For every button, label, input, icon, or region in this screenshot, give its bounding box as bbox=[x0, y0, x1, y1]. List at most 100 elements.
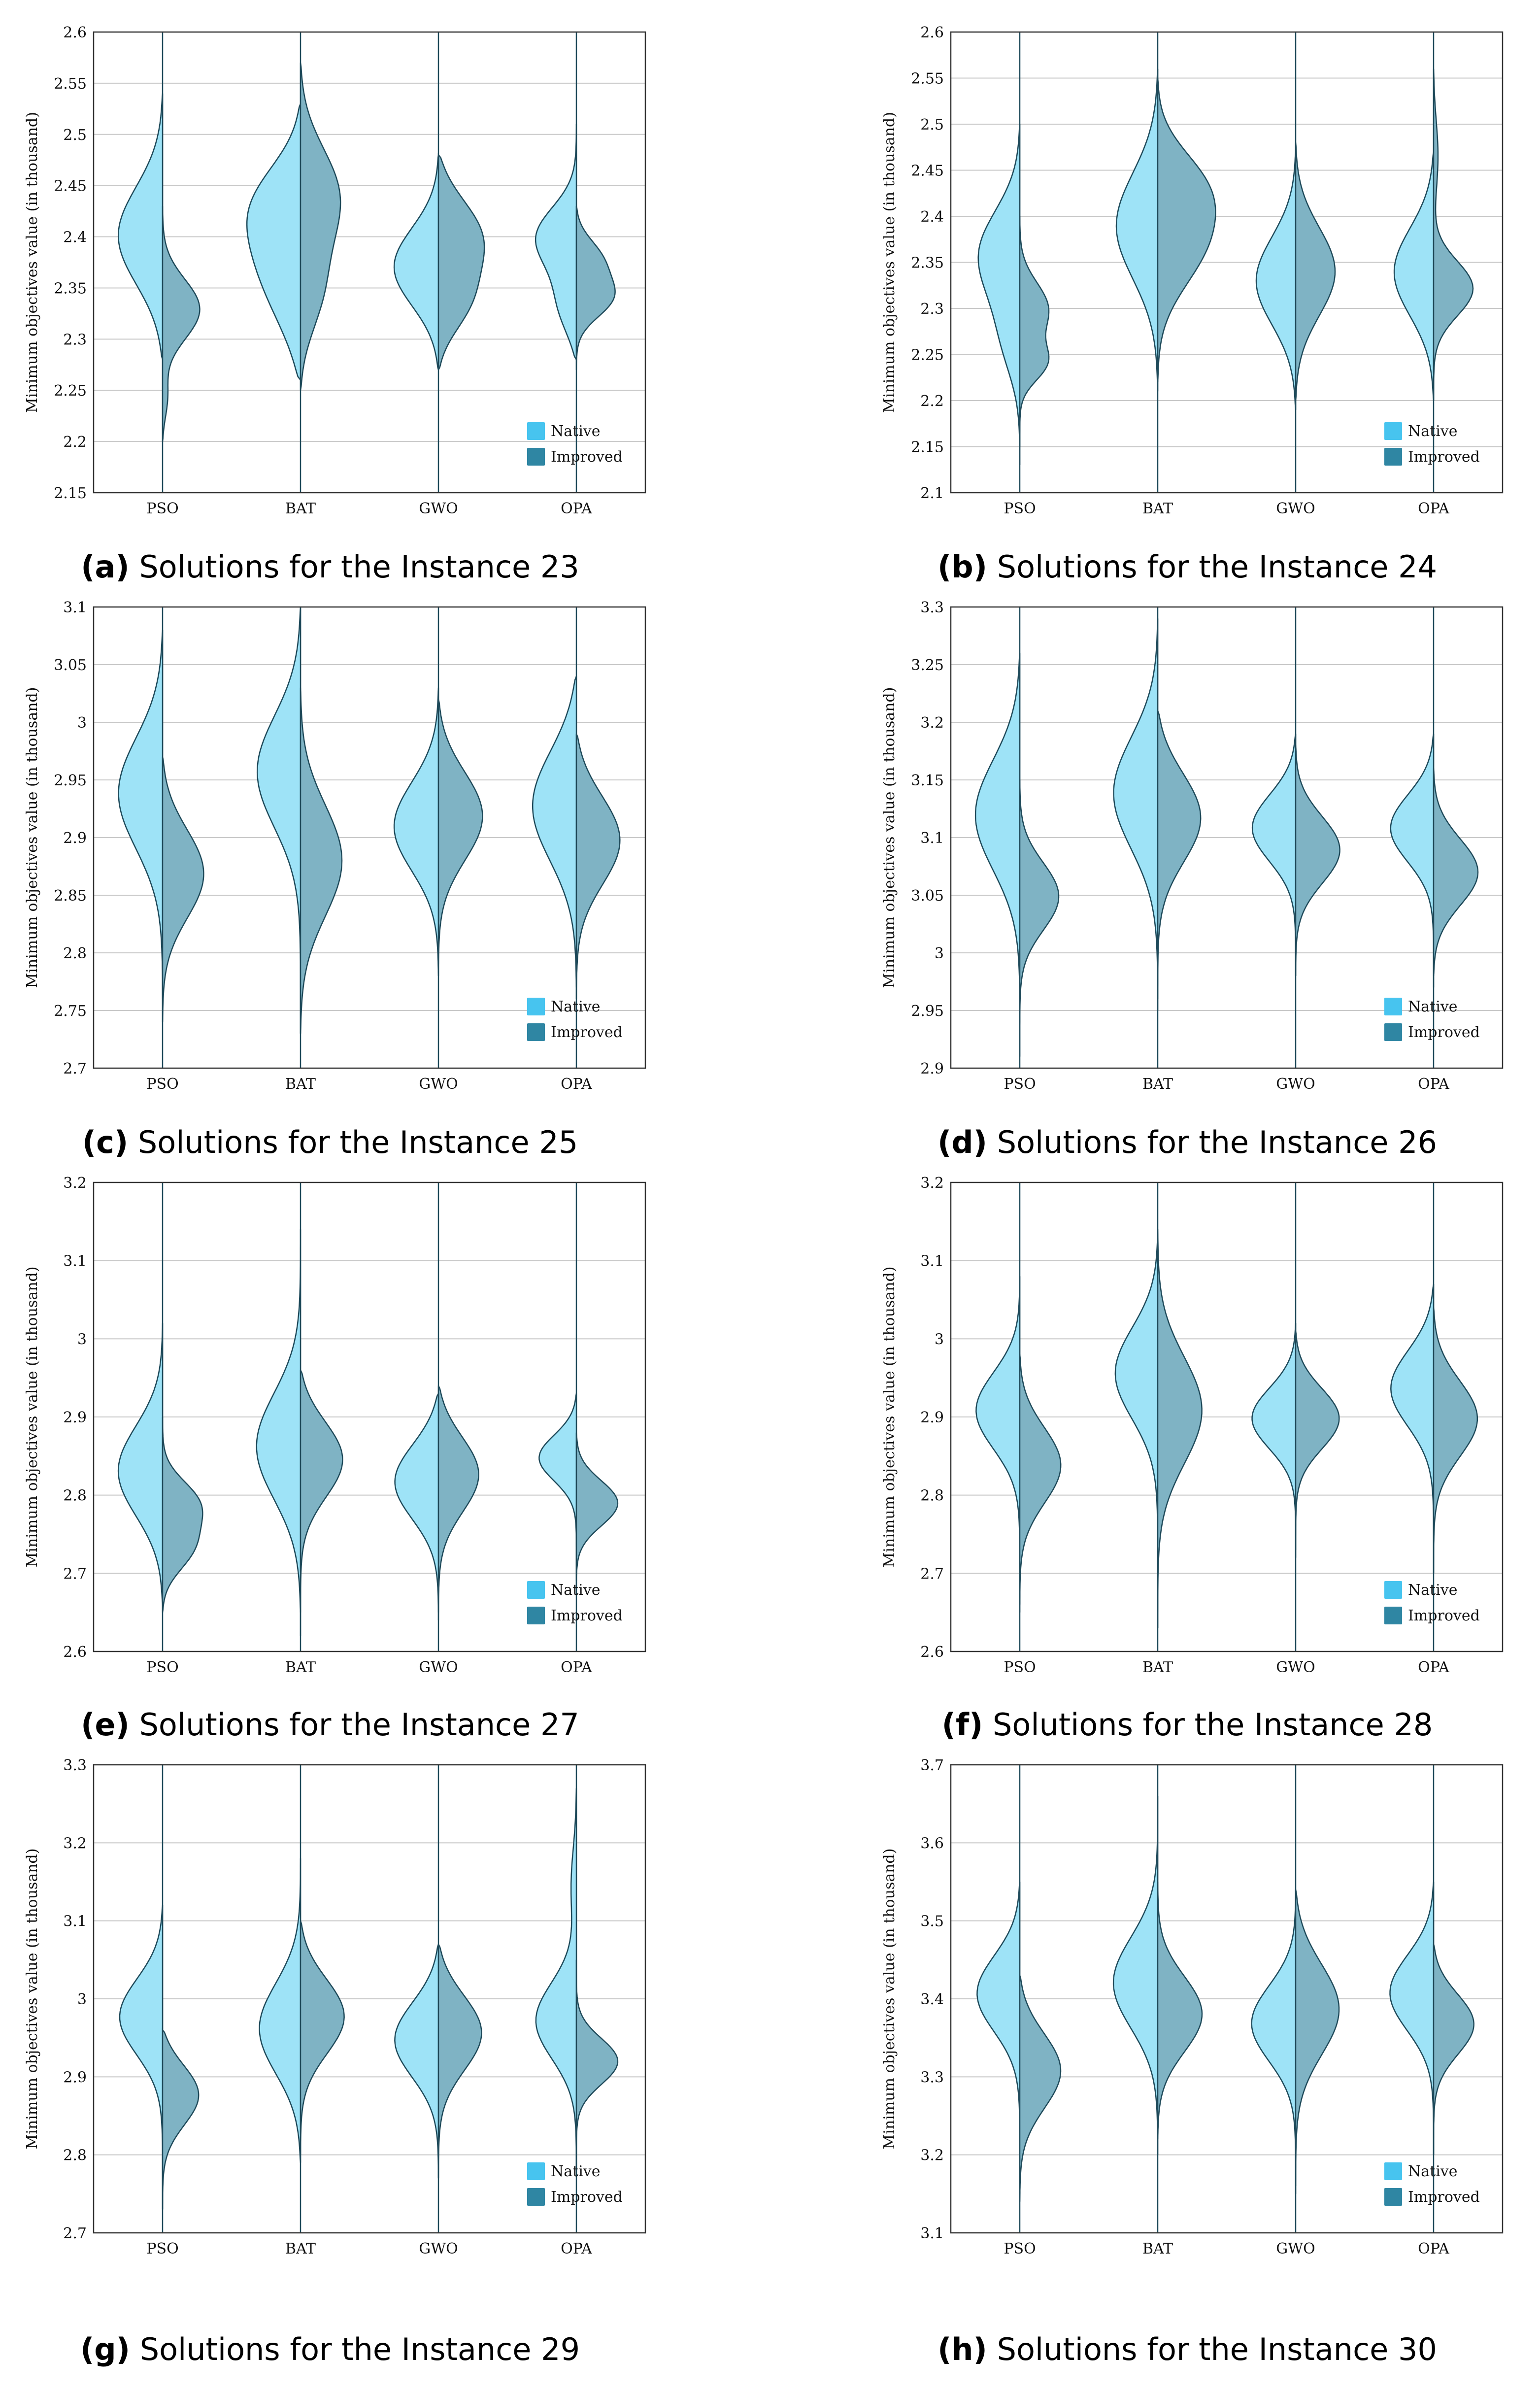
violin-native-gwo bbox=[1251, 734, 1297, 976]
legend-label-improved: Improved bbox=[1408, 448, 1480, 466]
y-tick-label: 2.95 bbox=[911, 1003, 944, 1020]
caption-title: Solutions for the Instance 23 bbox=[139, 549, 579, 585]
y-tick-label: 2.25 bbox=[911, 347, 944, 364]
plot-frame bbox=[93, 1764, 646, 2234]
chart-panel-3: 2.7 2.75 2.8 2.85 2.9 2.95 3 3.05 3.1 Minimum obj… bbox=[24, 599, 646, 1160]
caption-label: (e) bbox=[81, 1707, 130, 1743]
legend-label-improved: Improved bbox=[551, 1024, 623, 1041]
y-tick-label: 2.35 bbox=[54, 280, 87, 297]
x-tick-label: PSO bbox=[146, 500, 178, 517]
x-tick-label: OPA bbox=[561, 2240, 592, 2257]
legend-label-improved: Improved bbox=[551, 448, 623, 466]
figure-caption: (a) Solutions for the Instance 23 bbox=[81, 549, 579, 585]
y-tick-label: 3.7 bbox=[920, 1757, 944, 1774]
plot-frame bbox=[93, 1181, 646, 1652]
y-axis-label: Minimum objectives value (in thousand) bbox=[881, 687, 898, 988]
y-tick-label: 2.25 bbox=[54, 382, 87, 400]
y-tick-label: 3.1 bbox=[63, 599, 87, 616]
y-tick-label: 2.85 bbox=[54, 887, 87, 905]
violin-improved-pso bbox=[1019, 216, 1050, 465]
violin-improved-bat bbox=[1157, 710, 1202, 999]
y-tick-label: 2.1 bbox=[920, 485, 944, 502]
violin-native-pso bbox=[976, 1882, 1021, 2194]
legend-label-native: Native bbox=[551, 998, 601, 1015]
x-tick-label: GWO bbox=[1276, 1076, 1315, 1093]
caption-label: (f) bbox=[942, 1707, 983, 1743]
y-tick-label: 2.3 bbox=[920, 301, 944, 318]
y-tick-label: 2.55 bbox=[54, 75, 87, 93]
violin-improved-gwo bbox=[1295, 142, 1336, 401]
y-tick-label: 3 bbox=[935, 1331, 944, 1348]
y-tick-label: 3.4 bbox=[920, 1991, 944, 2008]
x-tick-label: OPA bbox=[561, 1076, 592, 1093]
x-tick-label: PSO bbox=[1004, 1076, 1036, 1093]
caption-label: (a) bbox=[81, 549, 130, 585]
violin-native-pso bbox=[975, 1276, 1021, 1605]
violin-native-opa bbox=[1389, 1882, 1435, 2155]
violin-improved-opa bbox=[575, 205, 616, 370]
figure-caption: (e) Solutions for the Instance 27 bbox=[81, 1707, 579, 1743]
x-tick-label: GWO bbox=[1276, 2240, 1315, 2257]
chart-panel-8: 3.1 3.2 3.3 3.4 3.5 3.6 3.7 Minimum objectives … bbox=[881, 1757, 1504, 2367]
plot-frame bbox=[950, 606, 1504, 1069]
legend-label-native: Native bbox=[1408, 2163, 1458, 2180]
violin-improved-gwo bbox=[1295, 1889, 1340, 2194]
violin-improved-pso bbox=[162, 756, 204, 1022]
violin-improved-opa bbox=[1433, 1307, 1478, 1574]
plot-frame bbox=[93, 606, 646, 1069]
y-tick-label: 2.45 bbox=[54, 178, 87, 195]
x-tick-label: OPA bbox=[561, 500, 592, 517]
legend-swatch-native bbox=[1384, 998, 1402, 1015]
x-tick-label: GWO bbox=[1276, 1659, 1315, 1676]
legend-label-improved: Improved bbox=[1408, 1607, 1480, 1624]
y-tick-label: 2.2 bbox=[63, 434, 87, 451]
y-tick-label: 2.5 bbox=[63, 127, 87, 144]
caption-label: (d) bbox=[937, 1124, 987, 1160]
violin-improved-pso bbox=[1019, 1354, 1062, 1613]
y-tick-label: 3.3 bbox=[63, 1757, 87, 1774]
y-tick-label: 2.9 bbox=[63, 2069, 87, 2086]
violin-native-gwo bbox=[393, 155, 439, 370]
legend-swatch-improved bbox=[1384, 1023, 1402, 1041]
x-tick-label: PSO bbox=[146, 2240, 178, 2257]
y-tick-label: 2.7 bbox=[63, 1565, 87, 1583]
y-tick-label: 3 bbox=[77, 714, 87, 732]
legend-label-improved: Improved bbox=[1408, 2189, 1480, 2206]
y-tick-label: 2.4 bbox=[920, 208, 944, 226]
y-tick-label: 2.75 bbox=[54, 1003, 87, 1020]
legend-label-native: Native bbox=[551, 1582, 601, 1599]
chart-panel-1: 2.15 2.2 2.25 2.3 2.35 2.4 2.45 2.5 2.55 2.6 Minim… bbox=[24, 24, 646, 585]
y-tick-label: 3 bbox=[77, 1331, 87, 1348]
legend-swatch-improved bbox=[527, 2188, 545, 2206]
y-axis-label: Minimum objectives value (in thousand) bbox=[24, 1849, 41, 2150]
violin-improved-bat bbox=[1157, 78, 1216, 382]
legend-label-native: Native bbox=[1408, 423, 1458, 440]
y-tick-label: 2.7 bbox=[63, 1060, 87, 1078]
y-tick-label: 3.1 bbox=[920, 2225, 944, 2242]
violin-improved-opa bbox=[1433, 1944, 1474, 2155]
violin-native-gwo bbox=[1251, 1897, 1297, 2186]
y-tick-label: 3.3 bbox=[920, 599, 944, 616]
caption-label: (h) bbox=[937, 2331, 987, 2367]
y-axis-label: Minimum objectives value (in thousand) bbox=[24, 112, 41, 413]
legend-label-improved: Improved bbox=[551, 1607, 623, 1624]
caption-label: (g) bbox=[80, 2331, 130, 2367]
violin-improved-pso bbox=[162, 2028, 200, 2210]
x-tick-label: BAT bbox=[285, 500, 316, 517]
violin-improved-pso bbox=[162, 1417, 203, 1613]
legend-label-native: Native bbox=[551, 423, 601, 440]
chart-panel-2: 2.1 2.15 2.2 2.25 2.3 2.35 2.4 2.45 2.5 2.55 2.6 Mi… bbox=[881, 24, 1504, 585]
y-tick-label: 3.05 bbox=[54, 657, 87, 674]
violin-native-opa bbox=[1390, 734, 1435, 988]
x-tick-label: BAT bbox=[285, 1076, 316, 1093]
chart-panel-7: 2.7 2.8 2.9 3 3.1 3.2 3.3 Minimum objectives va… bbox=[24, 1757, 646, 2367]
x-tick-label: BAT bbox=[285, 1659, 316, 1676]
violin-improved-opa bbox=[575, 1432, 619, 1582]
violin-native-pso bbox=[974, 653, 1021, 988]
caption-label: (b) bbox=[937, 549, 987, 585]
x-tick-label: BAT bbox=[1142, 1076, 1173, 1093]
x-tick-label: PSO bbox=[146, 1076, 178, 1093]
y-tick-label: 3.5 bbox=[920, 1913, 944, 1930]
y-tick-label: 2.8 bbox=[63, 1487, 87, 1505]
violin-native-opa bbox=[535, 1788, 577, 2171]
